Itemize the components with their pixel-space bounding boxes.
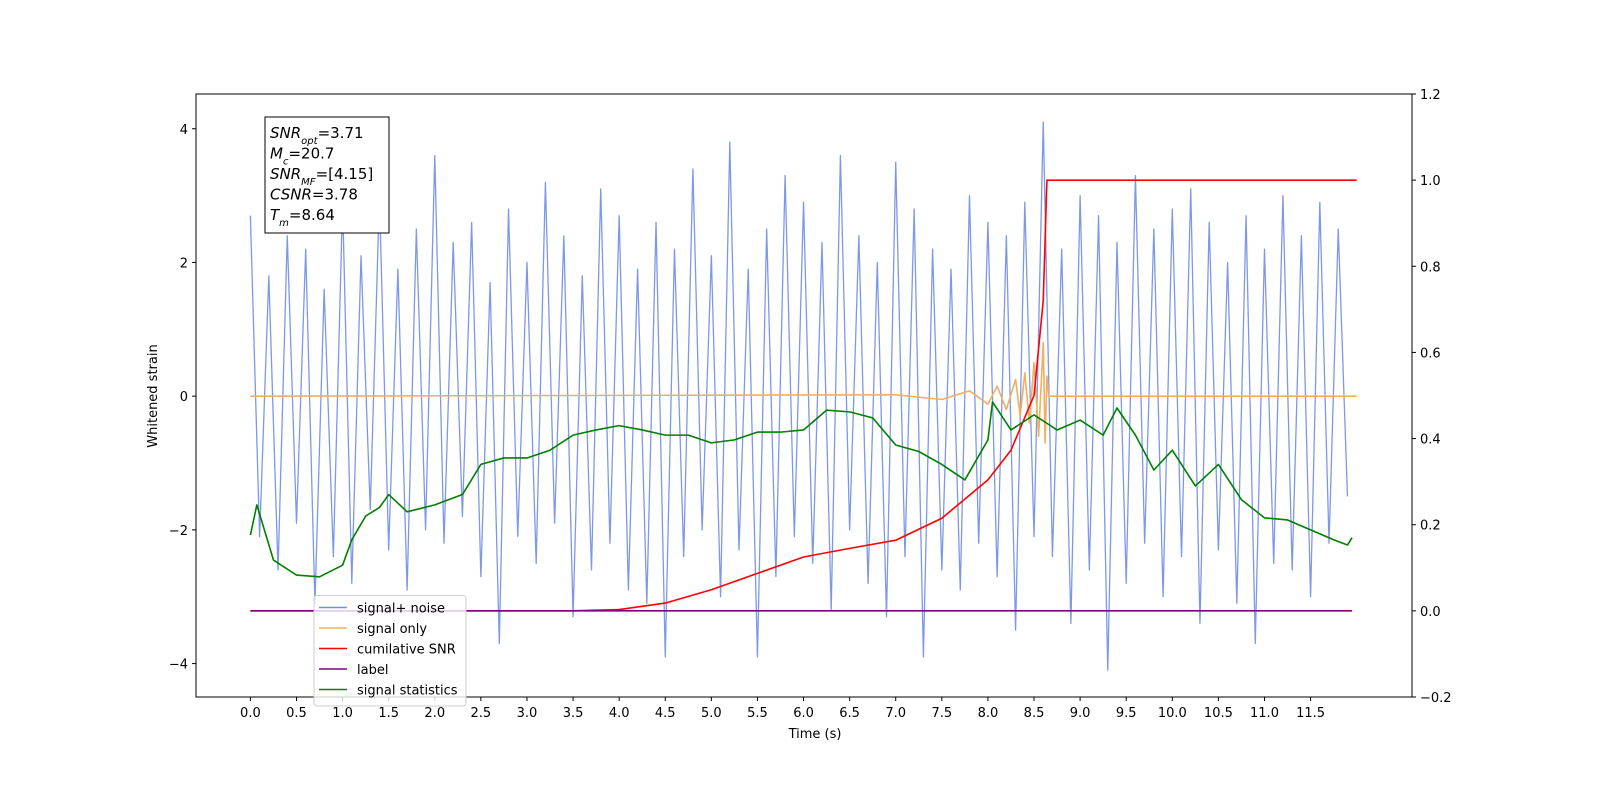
- legend-box: [313, 595, 467, 707]
- annotation-sub: opt: [301, 136, 318, 147]
- x-tick-label: 1.5: [378, 706, 399, 721]
- y-tick-label: 0: [180, 390, 188, 405]
- annotation-box: [264, 116, 390, 234]
- x-tick-label: 3.5: [563, 706, 584, 721]
- annotation: Tm=8.64: [270, 206, 335, 229]
- plot-frame: [195, 93, 1413, 698]
- annotation: Mc=20.7: [270, 145, 334, 168]
- y2-tick-label: 0.4: [1420, 433, 1441, 448]
- y2-tick-label: 0.0: [1420, 605, 1441, 620]
- x-tick-label: 0.0: [240, 706, 261, 721]
- annotation-rest: =3.78: [312, 186, 358, 204]
- annotation: CSNR=3.78: [270, 186, 358, 204]
- annotation-sub: m: [279, 218, 289, 229]
- y2-tick-label: 0.6: [1420, 346, 1441, 361]
- x-tick-label: 1.0: [332, 706, 353, 721]
- x-tick-label: 9.5: [1116, 706, 1137, 721]
- x-tick-label: 6.5: [839, 706, 860, 721]
- y2-tick-label: 0.8: [1420, 260, 1441, 275]
- x-tick-label: 7.5: [931, 706, 952, 721]
- y2-tick-label: 1.2: [1420, 88, 1441, 103]
- annotation-rest: =[4.15]: [316, 165, 374, 183]
- annotation-main: SNR: [270, 124, 301, 142]
- y-tick-label: 4: [180, 123, 188, 138]
- annotation-sub: c: [283, 156, 289, 167]
- y2-tick-label: 1.0: [1420, 174, 1441, 189]
- y2-tick-label: −0.2: [1420, 691, 1452, 706]
- x-tick-label: 4.0: [609, 706, 630, 721]
- y-tick-label: −2: [169, 524, 188, 539]
- x-tick-label: 10.0: [1158, 706, 1187, 721]
- legend-label: signal only: [357, 622, 427, 637]
- annotation: SNRMF=[4.15]: [270, 165, 373, 188]
- x-tick-label: 11.5: [1296, 706, 1325, 721]
- series-line: [250, 179, 1357, 612]
- x-tick-label: 8.0: [978, 706, 999, 721]
- y-tick-label: −4: [169, 658, 188, 673]
- legend-label: cumilative SNR: [357, 643, 456, 658]
- annotation-rest: =3.71: [318, 124, 364, 142]
- x-tick-label: 4.5: [655, 706, 676, 721]
- annotation-main: SNR: [270, 165, 301, 183]
- x-tick-label: 5.5: [747, 706, 768, 721]
- annotation-main: CSNR: [270, 186, 312, 204]
- annotation-sub: MF: [301, 177, 316, 188]
- x-tick-label: 10.5: [1204, 706, 1233, 721]
- legend-label: label: [357, 663, 388, 678]
- x-tick-label: 3.0: [517, 706, 538, 721]
- x-tick-label: 2.0: [424, 706, 445, 721]
- x-tick-label: 5.0: [701, 706, 722, 721]
- legend-label: signal statistics: [357, 684, 458, 699]
- x-axis-label: Time (s): [788, 727, 842, 742]
- y2-tick-label: 0.2: [1420, 519, 1441, 534]
- annotation-rest: =8.64: [289, 206, 335, 224]
- annotation: SNRopt=3.71: [270, 124, 364, 147]
- x-tick-label: 7.0: [885, 706, 906, 721]
- x-tick-label: 9.0: [1070, 706, 1091, 721]
- annotation-main: M: [270, 145, 283, 163]
- y-tick-label: 2: [180, 256, 188, 271]
- annotation-main: T: [270, 206, 281, 224]
- x-tick-label: 0.5: [286, 706, 307, 721]
- x-tick-label: 2.5: [471, 706, 492, 721]
- x-tick-label: 11.0: [1250, 706, 1279, 721]
- x-tick-label: 6.0: [793, 706, 814, 721]
- legend-label: signal+ noise: [357, 602, 445, 617]
- series-line: [249, 121, 1349, 671]
- annotation-rest: =20.7: [288, 145, 334, 163]
- x-tick-label: 8.5: [1024, 706, 1045, 721]
- series-line: [250, 341, 1357, 444]
- y-axis-label: Whitened strain: [146, 344, 161, 447]
- series-line: [249, 401, 1353, 578]
